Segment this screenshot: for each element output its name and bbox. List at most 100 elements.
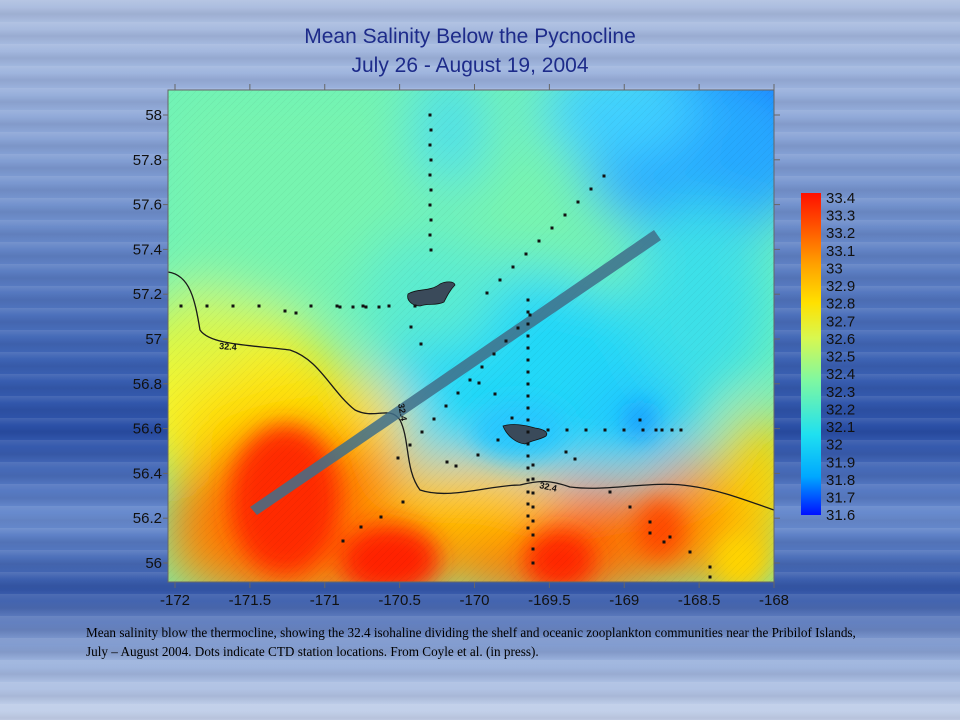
ctd-station-dot (531, 533, 535, 537)
ctd-station-dot (429, 248, 433, 252)
ctd-station-dot (648, 531, 652, 535)
ctd-station-dot (428, 143, 432, 147)
x-tick-label-5: -169.5 (528, 592, 571, 609)
ctd-station-dot (628, 505, 632, 509)
x-tick-label-8: -168 (759, 592, 789, 609)
ctd-station-dot (608, 490, 612, 494)
x-tick-label-7: -168.5 (678, 592, 721, 609)
colorbar-label-9: 32.5 (826, 349, 855, 366)
ctd-station-dot (526, 502, 530, 506)
ctd-station-dot (708, 565, 712, 569)
ctd-station-dot (493, 392, 497, 396)
ctd-station-dot (526, 406, 530, 410)
ctd-station-dot (526, 298, 530, 302)
ctd-station-dot (205, 304, 209, 308)
ctd-station-dot (602, 174, 606, 178)
chart-title: Mean Salinity Below the Pycnocline (304, 25, 636, 48)
x-tick-label-6: -169 (609, 592, 639, 609)
ctd-station-dot (531, 491, 535, 495)
ctd-station-dot (564, 450, 568, 454)
ctd-station-dot (428, 173, 432, 177)
ctd-station-dot (429, 218, 433, 222)
ctd-station-dot (294, 311, 298, 315)
colorbar-label-18: 31.6 (826, 507, 855, 524)
ctd-station-dot (516, 326, 520, 330)
ctd-station-dot (283, 309, 287, 313)
y-tick-label-1: 57.8 (133, 152, 162, 169)
colorbar-label-6: 32.8 (826, 296, 855, 313)
ctd-station-dot (708, 575, 712, 579)
ctd-station-dot (454, 464, 458, 468)
st-paul-island-shape (407, 281, 456, 307)
ctd-station-dot (419, 342, 423, 346)
transect-bar (250, 230, 661, 515)
ctd-station-dot (537, 239, 541, 243)
colorbar-label-14: 32 (826, 437, 843, 454)
ctd-station-dot (364, 305, 368, 309)
ctd-station-dot (531, 519, 535, 523)
ctd-station-dot (526, 322, 530, 326)
ctd-station-dot (526, 430, 530, 434)
ctd-stations (179, 113, 712, 579)
ctd-station-dot (231, 304, 235, 308)
ctd-station-dot (428, 113, 432, 117)
x-tick-label-3: -170.5 (378, 592, 421, 609)
ctd-station-dot (496, 438, 500, 442)
colorbar-label-10: 32.4 (826, 366, 855, 383)
y-tick-label-8: 56.4 (133, 465, 162, 482)
ctd-station-dot (531, 505, 535, 509)
ctd-station-dot (528, 313, 532, 317)
figure-caption: Mean salinity blow the thermocline, show… (86, 625, 856, 659)
colorbar-label-4: 33 (826, 260, 843, 277)
contour-label-1: 32.4 (219, 341, 237, 352)
x-tick-label-1: -171.5 (229, 592, 272, 609)
ctd-station-dot (654, 428, 658, 432)
ctd-station-dot (510, 416, 514, 420)
colorbar-label-0: 33.4 (826, 190, 855, 207)
y-tick-label-4: 57.2 (133, 286, 162, 303)
ctd-station-dot (526, 382, 530, 386)
ctd-station-dot (526, 394, 530, 398)
ctd-station-dot (526, 334, 530, 338)
y-tick-label-9: 56.2 (133, 510, 162, 527)
ctd-station-dot (498, 278, 502, 282)
ctd-station-dot (420, 430, 424, 434)
ctd-station-dot (679, 428, 683, 432)
ctd-station-dot (526, 526, 530, 530)
ctd-station-dot (341, 539, 345, 543)
ctd-station-dot (477, 381, 481, 385)
ctd-station-dot (429, 188, 433, 192)
ctd-station-dot (546, 428, 550, 432)
y-tick-label-10: 56 (145, 555, 162, 572)
ctd-station-dot (445, 460, 449, 464)
y-tick-label-7: 56.6 (133, 421, 162, 438)
ctd-station-dot (379, 515, 383, 519)
y-axis: 58 57.8 57.6 57.4 57.2 57 56.8 56.6 56.4 56.2 56 (133, 107, 780, 572)
ctd-station-dot (638, 418, 642, 422)
isohaline-32-4-line (168, 271, 774, 511)
ctd-station-dot (456, 391, 460, 395)
plot-frame (167, 89, 775, 583)
ctd-station-dot (179, 304, 183, 308)
ctd-station-dot (660, 428, 664, 432)
ctd-station-dot (361, 304, 365, 308)
ctd-station-dot (338, 305, 342, 309)
colorbar-label-12: 32.2 (826, 401, 855, 418)
ctd-station-dot (444, 404, 448, 408)
y-tick-label-3: 57.4 (133, 241, 162, 258)
ctd-station-dot (468, 378, 472, 382)
y-tick-label-5: 57 (145, 331, 162, 348)
ctd-station-dot (526, 442, 530, 446)
ctd-station-dot (641, 428, 645, 432)
ctd-station-dot (504, 339, 508, 343)
x-tick-label-2: -171 (310, 592, 340, 609)
ctd-station-dot (335, 304, 339, 308)
ctd-station-dot (413, 304, 417, 308)
colorbar (801, 193, 821, 515)
ctd-station-dot (476, 453, 480, 457)
ctd-station-dot (409, 325, 413, 329)
ctd-station-dot (526, 310, 530, 314)
ctd-station-dot (584, 428, 588, 432)
colorbar-label-7: 32.7 (826, 313, 855, 330)
chart-subtitle: July 26 - August 19, 2004 (351, 54, 589, 77)
